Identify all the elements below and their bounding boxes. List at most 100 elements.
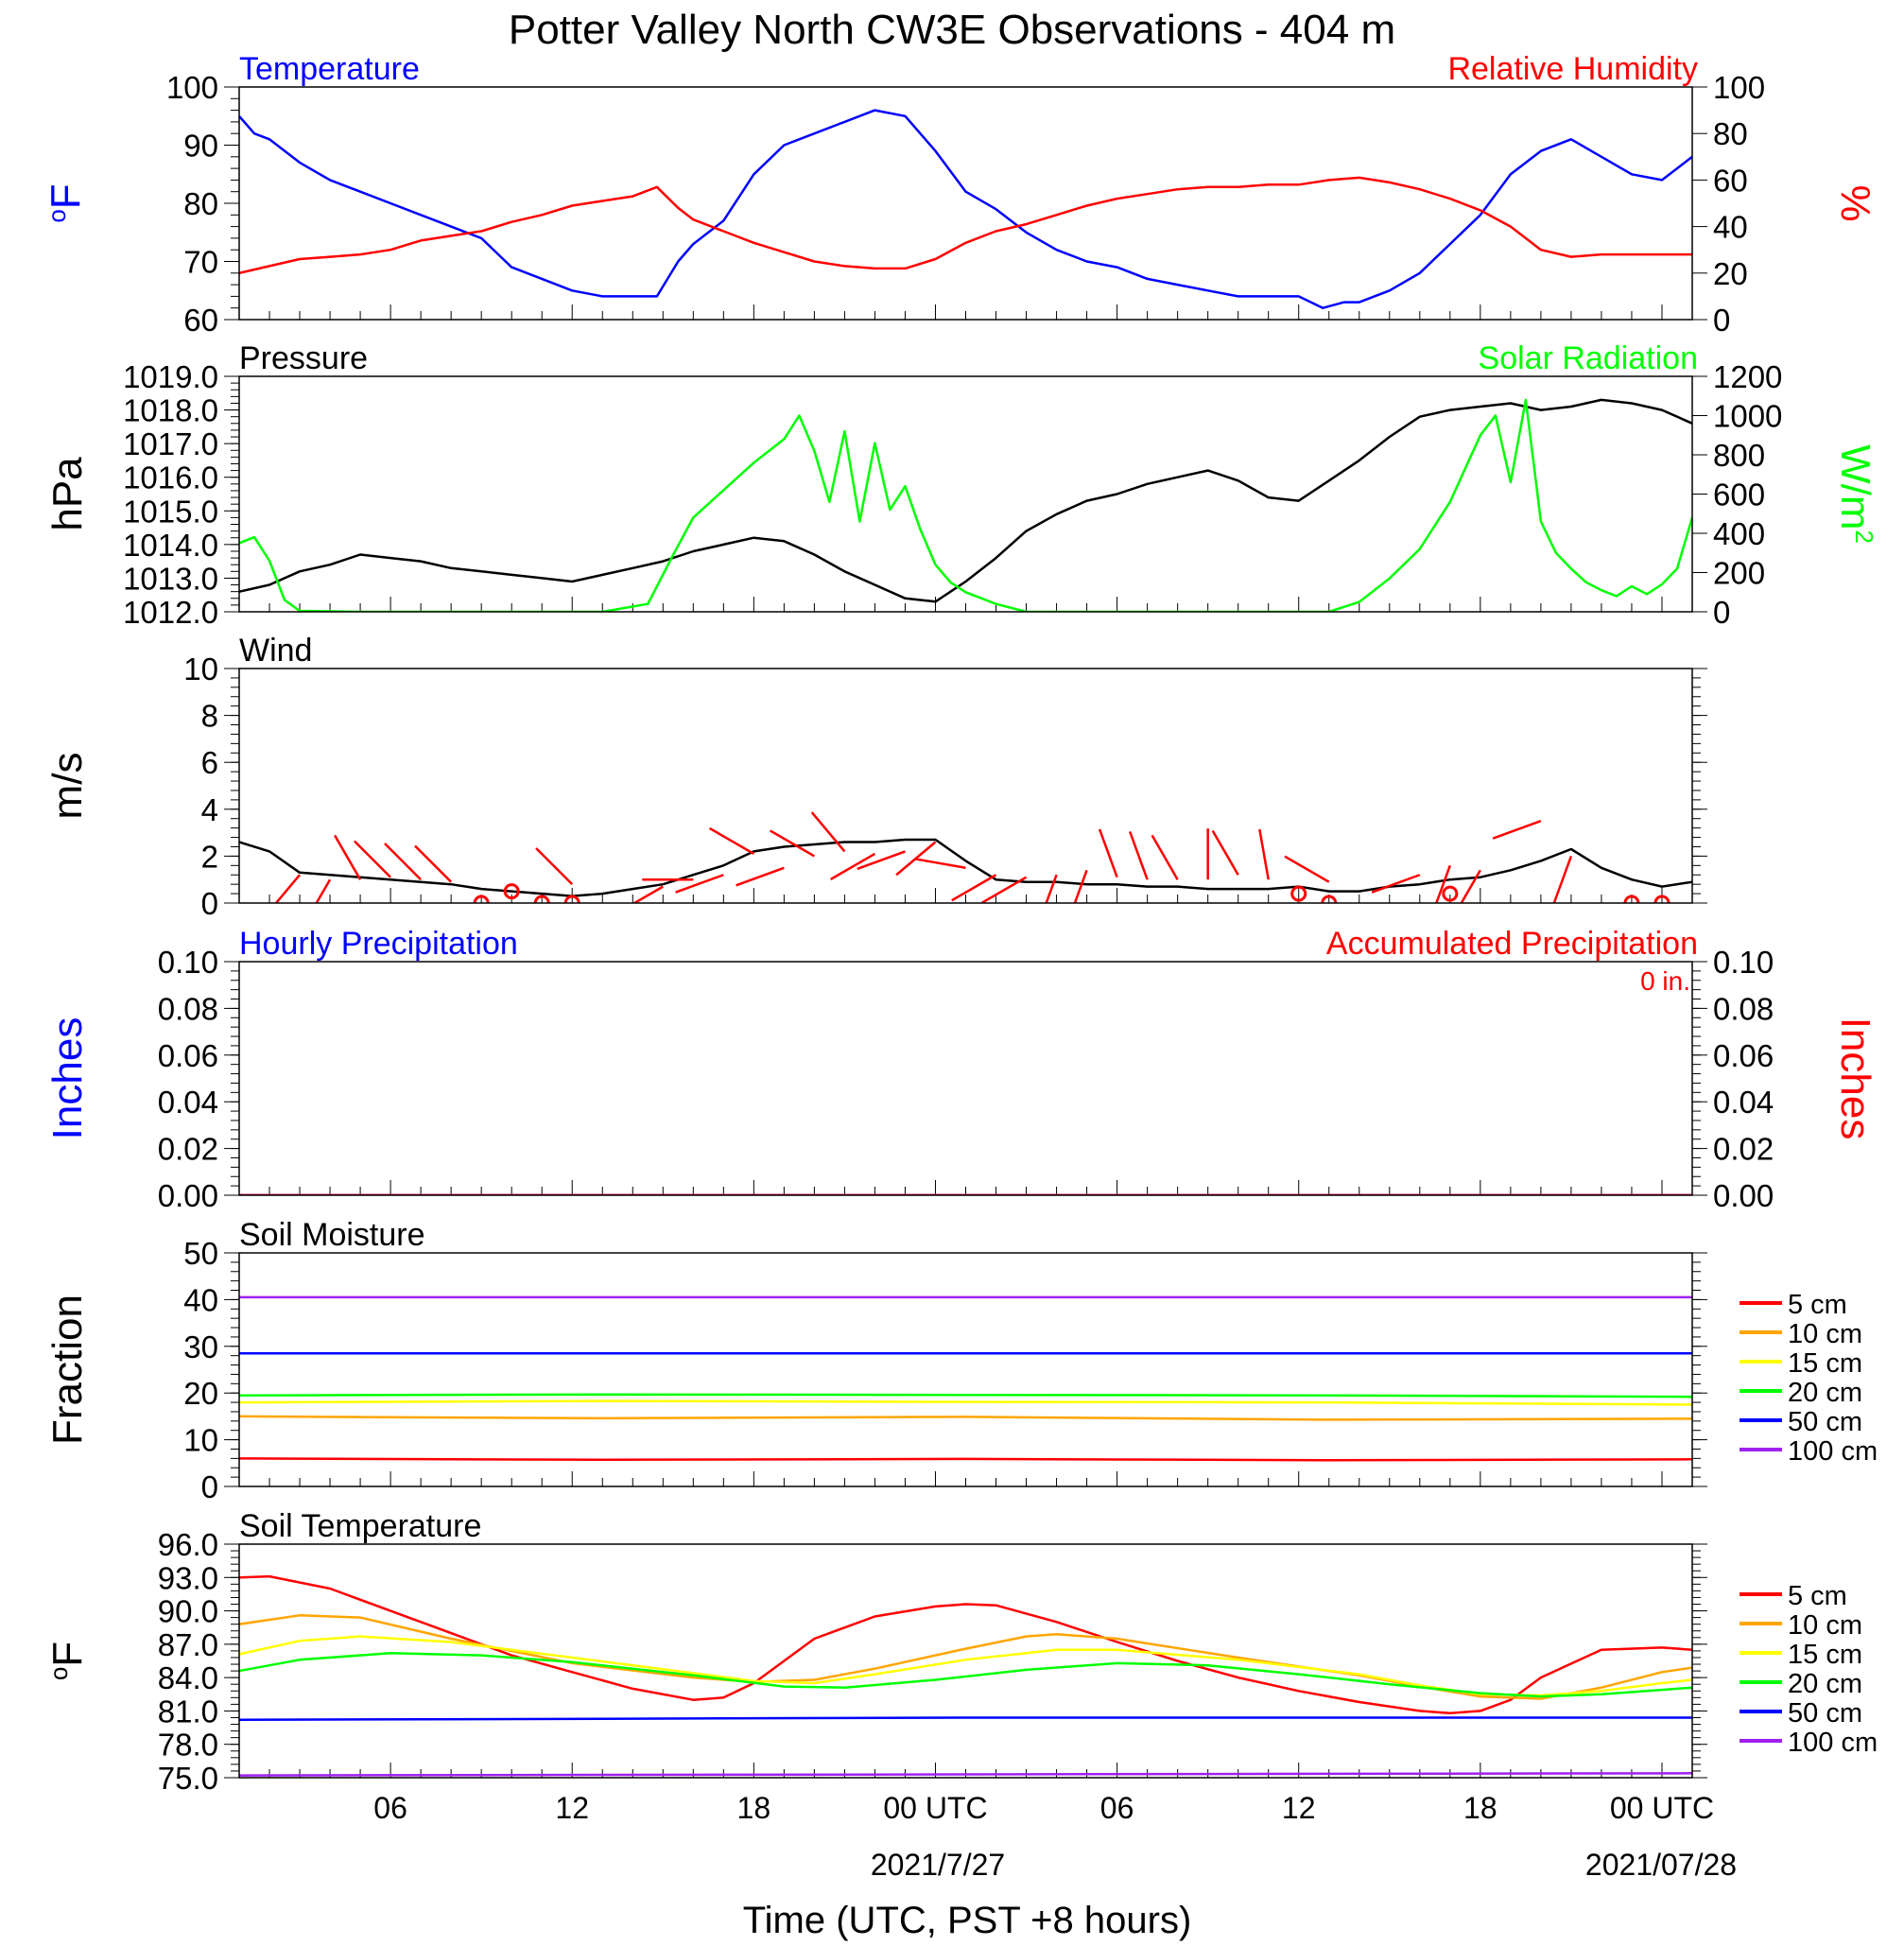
x-axis-label: Time (UTC, PST +8 hours) xyxy=(743,1900,1192,1941)
plot-frame xyxy=(238,1543,1693,1779)
series-line-5cm xyxy=(239,1574,1692,1715)
unit-letter: F xyxy=(43,183,89,209)
calm-wind-marker xyxy=(503,883,520,900)
panel-left-title: Hourly Precipitation xyxy=(239,926,518,962)
y-right-tick-label: 0.04 xyxy=(1713,1085,1774,1120)
y-axis-label-left: m/s xyxy=(44,753,91,820)
legend-label: 10 cm xyxy=(1788,1319,1862,1349)
calm-wind-marker xyxy=(1321,895,1338,903)
legend-label: 20 cm xyxy=(1788,1669,1862,1699)
wind-barb xyxy=(1552,855,1573,903)
wind-barb xyxy=(1284,855,1330,883)
y-tick-label: 4 xyxy=(201,792,218,827)
legend-label: 100 cm xyxy=(1788,1728,1878,1758)
y-tick-label: 90.0 xyxy=(158,1594,218,1629)
unit-letter: F xyxy=(44,1642,91,1667)
wind-barb xyxy=(315,878,332,903)
y-right-tick-label: 0 xyxy=(1713,303,1730,338)
wind-barb xyxy=(535,847,574,886)
precip-total-annotation: 0 in. xyxy=(1640,966,1690,996)
series-line-50cm xyxy=(239,1716,1692,1722)
plot-frame xyxy=(238,86,1693,321)
series-line-2 xyxy=(239,176,1692,275)
y-axis-label-right: Inches xyxy=(1832,1017,1878,1140)
y-tick-label: 1014.0 xyxy=(123,528,218,563)
y-tick-label: 0 xyxy=(201,886,218,921)
y-tick-label: 81.0 xyxy=(158,1694,218,1729)
date-label-1: 2021/7/27 xyxy=(871,1848,1005,1882)
y-tick-label: 0.02 xyxy=(158,1132,218,1167)
y-axis-label-right: % xyxy=(1832,184,1878,221)
series-line-1 xyxy=(239,838,1692,897)
panel-left-title: Soil Temperature xyxy=(239,1508,481,1544)
y-tick-label: 70 xyxy=(183,245,218,280)
x-tick-label: 06 xyxy=(373,1791,407,1825)
x-tick-label: 18 xyxy=(737,1791,771,1825)
y-tick-label: 6 xyxy=(201,745,218,780)
y-right-tick-label: 1000 xyxy=(1713,399,1782,434)
panel-right-title: Relative Humidity xyxy=(1447,51,1698,87)
y-right-tick-label: 0.08 xyxy=(1713,991,1774,1026)
y-tick-label: 2 xyxy=(201,839,218,874)
y-tick-label: 1017.0 xyxy=(123,426,218,461)
y-tick-label: 93.0 xyxy=(158,1560,218,1595)
series-line-10cm xyxy=(239,1415,1692,1421)
panel-2: 1012.01013.01014.01015.01016.01017.01018… xyxy=(44,340,1878,630)
legend-label: 5 cm xyxy=(1788,1290,1847,1320)
y-tick-label: 1015.0 xyxy=(123,494,218,529)
wind-barb xyxy=(675,874,724,894)
degree-symbol: o xyxy=(43,209,71,222)
y-tick-label: 100 xyxy=(166,70,218,105)
y-tick-label: 30 xyxy=(183,1329,218,1364)
wind-barb xyxy=(1151,834,1179,880)
x-tick-label: 00 UTC xyxy=(1610,1791,1714,1825)
y-right-tick-label: 0.06 xyxy=(1713,1038,1774,1073)
wind-barb xyxy=(857,850,906,871)
legend-label: 100 cm xyxy=(1788,1436,1878,1467)
y-right-tick-label: 0.02 xyxy=(1713,1132,1774,1167)
y-right-tick-label: 40 xyxy=(1713,210,1748,245)
panel-6: 75.078.081.084.087.090.093.096.0 Soil Tem… xyxy=(44,1508,1878,1796)
y-right-tick-label: 0 xyxy=(1713,595,1730,630)
plot-area xyxy=(239,811,1692,903)
legend-label: 15 cm xyxy=(1788,1640,1862,1670)
calm-wind-marker xyxy=(563,895,580,903)
y-axis-label-left: Inches xyxy=(44,1017,91,1140)
y-tick-label: 8 xyxy=(201,699,218,734)
y-right-tick-label: 0.00 xyxy=(1713,1178,1774,1213)
wind-barb xyxy=(1098,828,1118,878)
y-tick-label: 96.0 xyxy=(158,1527,218,1562)
x-tick-label: 18 xyxy=(1463,1791,1497,1825)
wind-barb xyxy=(274,874,301,903)
panel-3: 0 2 4 6 8 10 Wind m/s xyxy=(44,633,1707,921)
legend-label: 50 cm xyxy=(1788,1698,1862,1729)
series-line-20cm xyxy=(239,1652,1692,1698)
panel-left-title: Wind xyxy=(239,633,312,669)
series-line-2 xyxy=(239,398,1692,612)
y-right-tick-label: 800 xyxy=(1713,438,1765,473)
calm-wind-marker xyxy=(533,895,550,903)
wind-barb xyxy=(414,844,453,883)
panel-right-title: Accumulated Precipitation xyxy=(1326,926,1698,962)
plot-area xyxy=(239,109,1692,309)
plot-area xyxy=(239,1295,1692,1462)
y-right-tick-label: 600 xyxy=(1713,478,1765,513)
y-tick-label: 87.0 xyxy=(158,1627,218,1662)
calm-wind-marker xyxy=(1290,885,1307,902)
plot-frame xyxy=(238,1252,1693,1487)
calm-wind-marker xyxy=(1623,895,1640,903)
y-tick-label: 0.04 xyxy=(158,1085,218,1120)
y-tick-label: 90 xyxy=(183,129,218,164)
y-axis-label-left: oF xyxy=(43,183,89,222)
x-tick-label: 12 xyxy=(555,1791,589,1825)
y-right-tick-label: 200 xyxy=(1713,556,1765,591)
y-tick-label: 0 xyxy=(201,1469,218,1504)
panel-left-title: Soil Moisture xyxy=(239,1217,425,1253)
series-line-1 xyxy=(239,109,1692,309)
wind-barb xyxy=(810,811,846,853)
degree-symbol: o xyxy=(44,1667,73,1680)
calm-wind-marker xyxy=(1653,895,1670,903)
series-line-15cm xyxy=(239,1399,1692,1406)
